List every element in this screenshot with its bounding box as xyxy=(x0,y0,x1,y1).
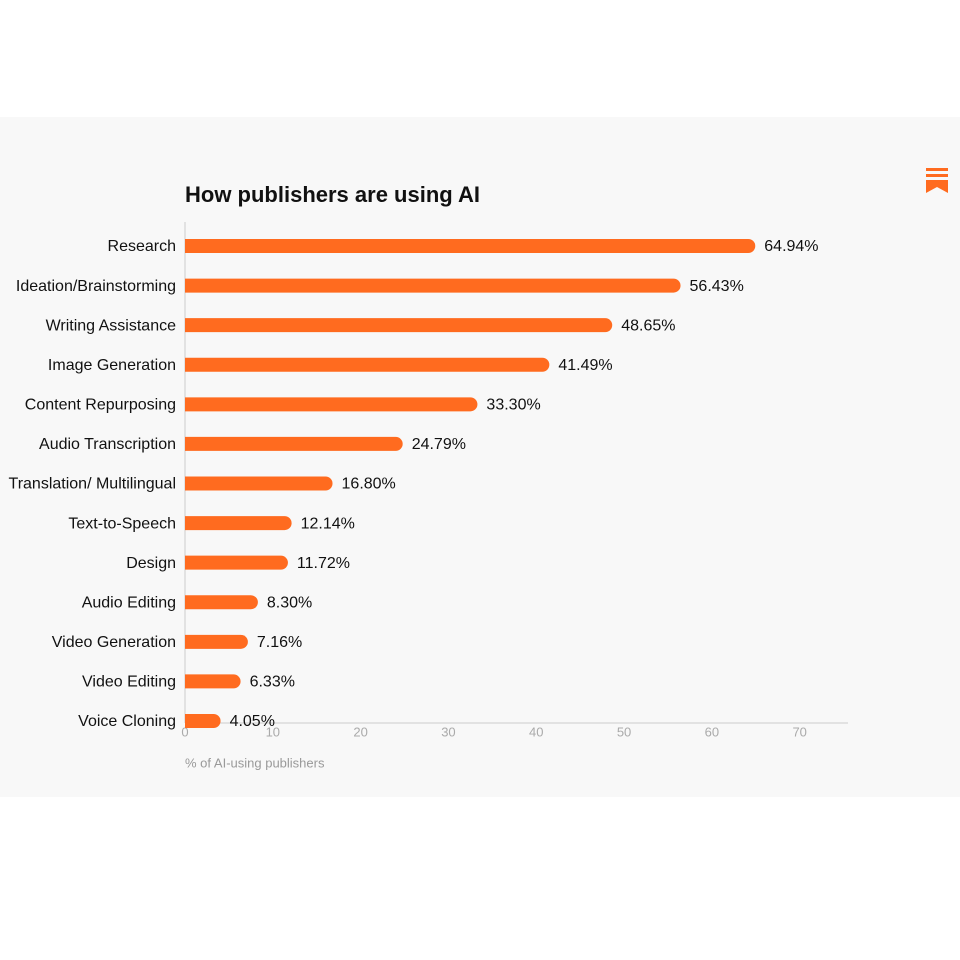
x-axis-label: % of AI-using publishers xyxy=(185,755,325,770)
y-tick-label: Design xyxy=(126,555,176,572)
value-label: 41.49% xyxy=(558,357,612,374)
x-tick-label: 30 xyxy=(441,724,455,739)
x-tick-label: 20 xyxy=(353,724,367,739)
y-tick-label: Content Repurposing xyxy=(25,397,176,414)
value-label: 12.14% xyxy=(301,515,355,532)
value-label: 16.80% xyxy=(342,476,396,493)
x-tick-label: 70 xyxy=(792,724,806,739)
bar xyxy=(185,555,288,570)
bar xyxy=(185,674,241,689)
y-tick-label: Translation/ Multilingual xyxy=(9,476,176,493)
value-label: 56.43% xyxy=(690,278,744,295)
x-tick-label: 40 xyxy=(529,724,543,739)
value-label: 6.33% xyxy=(250,674,295,691)
value-label: 11.72% xyxy=(297,555,350,572)
bar xyxy=(185,357,550,372)
x-tick-label: 0 xyxy=(181,724,188,739)
bar xyxy=(185,436,403,451)
bar xyxy=(185,239,756,254)
panel xyxy=(0,117,960,797)
y-tick-label: Video Generation xyxy=(52,634,176,651)
value-label: 33.30% xyxy=(486,397,540,414)
bar xyxy=(185,714,221,728)
value-label: 48.65% xyxy=(621,317,675,334)
bar xyxy=(185,634,248,649)
y-tick-label: Audio Editing xyxy=(82,594,176,611)
bar xyxy=(185,318,613,333)
y-tick-label: Voice Cloning xyxy=(78,713,176,730)
y-tick-label: Video Editing xyxy=(82,674,176,691)
value-label: 24.79% xyxy=(412,436,466,453)
x-tick-label: 10 xyxy=(266,724,280,739)
y-tick-label: Writing Assistance xyxy=(46,317,177,334)
value-label: 7.16% xyxy=(257,634,302,651)
value-label: 4.05% xyxy=(230,713,275,730)
bar xyxy=(185,595,258,610)
y-tick-label: Audio Transcription xyxy=(39,436,176,453)
chart-title: How publishers are using AI xyxy=(185,182,480,207)
value-label: 64.94% xyxy=(764,238,818,255)
logo xyxy=(926,168,948,193)
bar xyxy=(185,278,681,293)
y-tick-label: Ideation/Brainstorming xyxy=(16,278,176,295)
y-tick-label: Image Generation xyxy=(48,357,176,374)
y-tick-label: Text-to-Speech xyxy=(68,515,176,532)
y-tick-label: Research xyxy=(108,238,176,255)
value-label: 8.30% xyxy=(267,594,312,611)
bar xyxy=(185,476,333,491)
x-tick-label: 50 xyxy=(617,724,631,739)
bar xyxy=(185,516,292,531)
x-tick-label: 60 xyxy=(705,724,719,739)
bar xyxy=(185,397,478,412)
